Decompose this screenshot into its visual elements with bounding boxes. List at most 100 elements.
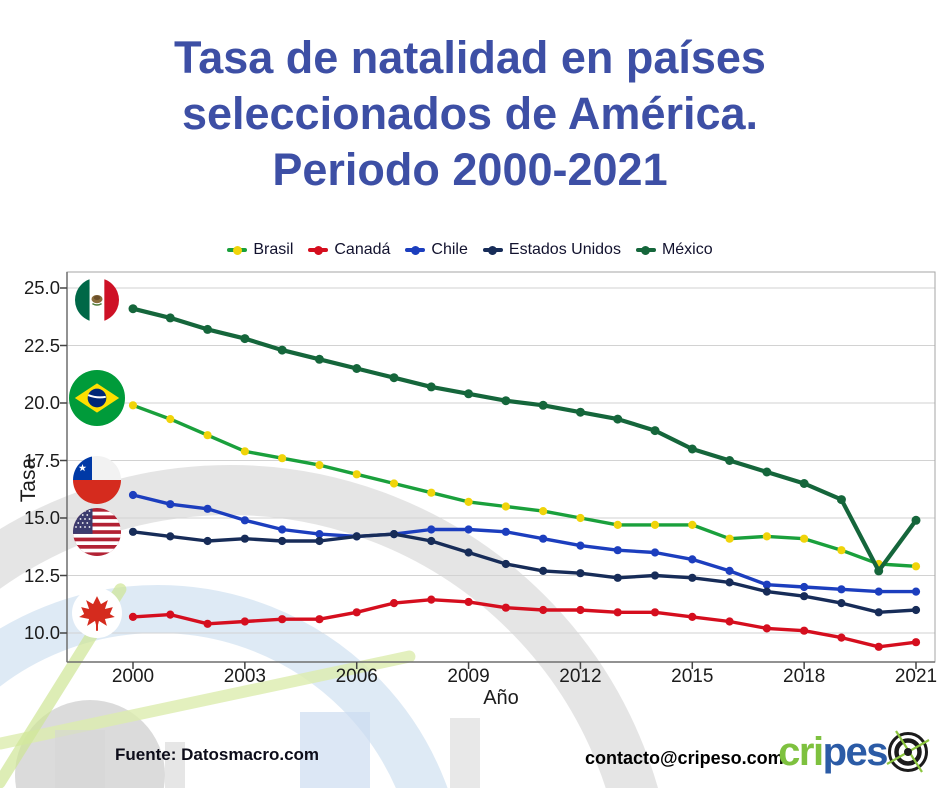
data-point bbox=[539, 605, 548, 615]
legend-item-mexico: México bbox=[635, 241, 713, 259]
x-axis-title: Año bbox=[483, 687, 519, 709]
legend-item-chile: Chile bbox=[405, 241, 468, 259]
y-axis-title: Tasa bbox=[17, 457, 40, 503]
data-point bbox=[762, 580, 771, 589]
data-point bbox=[278, 615, 287, 624]
data-point bbox=[613, 608, 622, 617]
data-point bbox=[725, 534, 734, 543]
legend-label: Estados Unidos bbox=[508, 241, 621, 258]
data-point bbox=[836, 495, 846, 505]
data-point bbox=[911, 605, 921, 615]
data-point bbox=[389, 479, 399, 488]
data-point bbox=[128, 490, 138, 500]
data-point bbox=[762, 467, 772, 477]
legend-marker-estados-unidos bbox=[482, 245, 503, 255]
chart-legend: Brasil Canadá Chile Estados Unidos Méxic… bbox=[0, 241, 940, 259]
data-point bbox=[389, 599, 399, 608]
watermark-bar bbox=[450, 718, 480, 788]
data-point bbox=[874, 587, 883, 596]
data-point bbox=[166, 532, 175, 541]
data-point bbox=[501, 502, 510, 511]
data-point bbox=[874, 642, 883, 651]
data-point bbox=[315, 615, 324, 624]
data-point bbox=[539, 507, 548, 516]
data-point bbox=[539, 566, 548, 575]
contact-email[interactable]: contacto@cripeso.com bbox=[585, 748, 784, 768]
data-point bbox=[800, 626, 809, 635]
title-line-2: seleccionados de América. bbox=[181, 87, 759, 139]
data-point bbox=[277, 345, 287, 355]
data-point bbox=[464, 497, 473, 506]
data-point bbox=[800, 582, 809, 592]
legend-label: México bbox=[661, 241, 713, 258]
data-point bbox=[166, 610, 175, 619]
data-point bbox=[203, 431, 212, 440]
data-point bbox=[800, 592, 809, 601]
data-point bbox=[278, 525, 287, 534]
data-point bbox=[501, 559, 510, 569]
data-point bbox=[501, 603, 510, 612]
data-point bbox=[314, 354, 324, 364]
data-point bbox=[874, 608, 883, 617]
data-point bbox=[389, 373, 399, 383]
series-canada bbox=[128, 595, 921, 651]
data-point bbox=[837, 633, 846, 642]
data-point bbox=[165, 313, 175, 323]
logo-text-green: cri bbox=[778, 730, 824, 774]
data-point bbox=[687, 444, 697, 454]
data-point bbox=[240, 334, 250, 344]
data-point bbox=[315, 530, 324, 539]
data-point bbox=[688, 520, 697, 529]
data-point bbox=[203, 619, 212, 628]
legend-label: Chile bbox=[431, 241, 468, 258]
data-point bbox=[166, 500, 175, 509]
data-point bbox=[725, 566, 734, 575]
data-point bbox=[688, 573, 697, 582]
bullseye-target-icon bbox=[886, 730, 930, 773]
data-point bbox=[725, 578, 734, 587]
canada-flag-icon bbox=[72, 588, 122, 638]
data-point bbox=[352, 364, 362, 373]
chile-flag-icon bbox=[73, 456, 121, 504]
data-point bbox=[800, 534, 809, 543]
watermark-center-blob bbox=[15, 700, 165, 788]
legend-item-estados-unidos: Estados Unidos bbox=[482, 241, 621, 259]
data-point bbox=[576, 605, 585, 615]
data-point bbox=[911, 562, 921, 571]
data-point bbox=[464, 389, 474, 399]
data-point bbox=[203, 504, 212, 513]
legend-marker-chile bbox=[405, 245, 426, 255]
data-point bbox=[240, 447, 249, 456]
data-point bbox=[203, 324, 213, 334]
data-point bbox=[240, 617, 249, 626]
page-title: Tasa de natalidad en países seleccionado… bbox=[0, 30, 940, 197]
data-point bbox=[128, 401, 138, 410]
series-mexico bbox=[128, 304, 921, 576]
data-point bbox=[613, 546, 622, 555]
data-point bbox=[650, 608, 660, 617]
data-point bbox=[911, 638, 921, 647]
data-point bbox=[650, 426, 660, 436]
data-point bbox=[427, 536, 436, 546]
data-point bbox=[128, 612, 138, 621]
data-point bbox=[613, 520, 622, 529]
data-point bbox=[166, 415, 175, 424]
data-point bbox=[464, 597, 473, 607]
source-text: Fuente: Datosmacro.com bbox=[115, 745, 320, 764]
series-chile bbox=[128, 490, 921, 596]
brazil-flag-icon bbox=[69, 370, 125, 426]
data-point bbox=[278, 454, 287, 463]
data-point bbox=[539, 534, 548, 543]
data-point bbox=[911, 587, 921, 596]
legend-label: Brasil bbox=[253, 241, 294, 258]
data-point bbox=[538, 400, 548, 410]
cripeso-logo: cri pes bbox=[778, 730, 930, 774]
data-point bbox=[278, 536, 287, 546]
line-chart bbox=[60, 271, 936, 669]
data-point bbox=[576, 513, 585, 523]
data-point bbox=[837, 546, 846, 555]
data-point bbox=[762, 587, 771, 596]
title-line-3: Periodo 2000-2021 bbox=[272, 143, 668, 195]
data-point bbox=[464, 548, 473, 557]
